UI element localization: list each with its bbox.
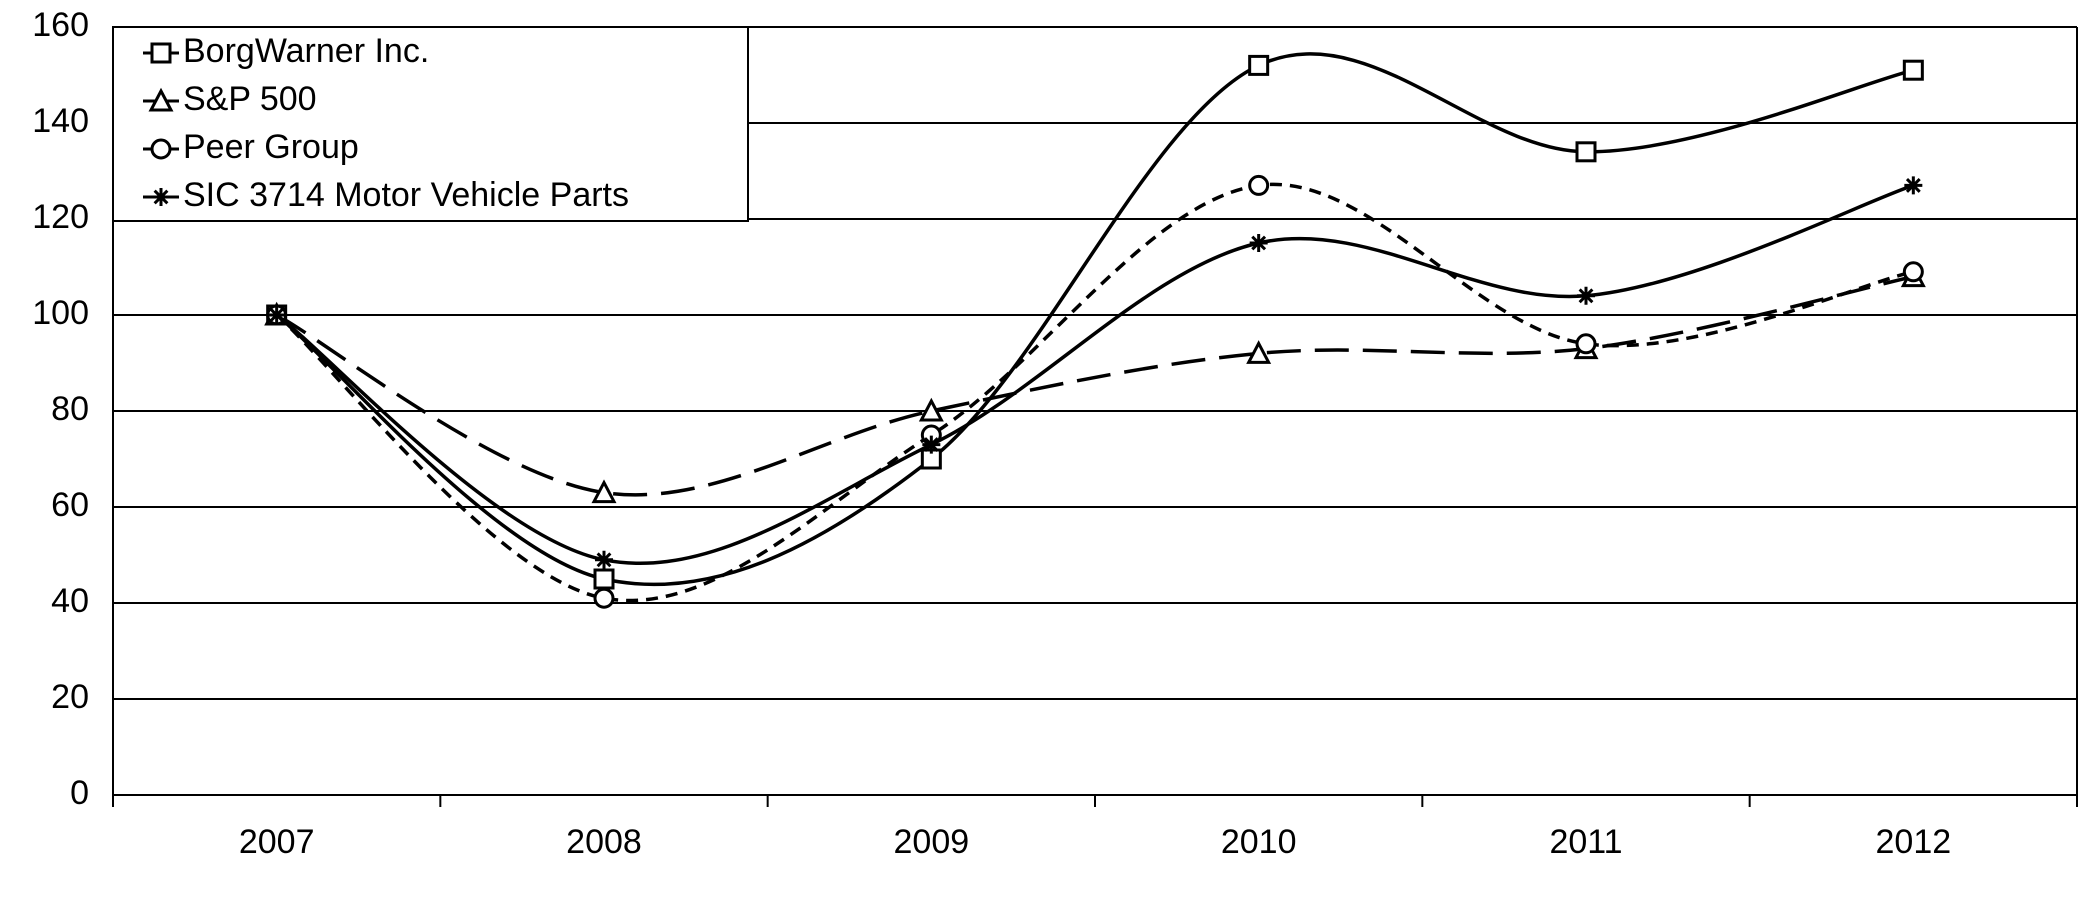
marker — [1902, 59, 1924, 81]
marker — [1577, 286, 1595, 305]
y-tick-label: 20 — [51, 678, 89, 716]
y-tick-label: 160 — [32, 6, 89, 44]
marker — [1575, 333, 1597, 355]
y-tick-label: 100 — [32, 294, 89, 332]
x-tick-label: 2009 — [894, 823, 970, 861]
marker — [1904, 176, 1923, 195]
marker — [918, 397, 944, 422]
marker — [1902, 261, 1924, 283]
series — [267, 176, 1923, 569]
line — [275, 274, 1914, 497]
marker — [267, 306, 286, 324]
legend-marker — [152, 188, 170, 206]
marker — [1248, 174, 1270, 196]
y-tick-label: 60 — [51, 486, 89, 524]
legend-box — [112, 26, 749, 222]
legend-label: BorgWarner Inc. — [183, 32, 429, 70]
legend-marker — [150, 42, 172, 64]
legend: BorgWarner Inc. S&P 500 Peer Group SIC 3714… — [112, 26, 749, 222]
line — [275, 52, 1914, 587]
x-tick-label: 2011 — [1549, 823, 1622, 861]
line — [275, 182, 1914, 603]
marker — [1249, 234, 1268, 252]
x-tick-label: 2007 — [239, 823, 315, 861]
legend-label: Peer Group — [183, 128, 359, 166]
y-tick-label: 140 — [32, 102, 89, 140]
legend-marker — [150, 138, 172, 160]
y-tick-label: 120 — [32, 198, 89, 236]
marker — [591, 479, 617, 504]
y-tick-label: 0 — [70, 774, 89, 812]
marker — [593, 568, 615, 590]
x-tick-label: 2010 — [1221, 823, 1297, 861]
legend-label: S&P 500 — [183, 80, 317, 118]
y-tick-label: 80 — [51, 390, 89, 428]
x-tick-label: 2012 — [1876, 823, 1952, 861]
marker — [1246, 340, 1272, 364]
line — [275, 183, 1914, 565]
series — [266, 174, 1924, 609]
marker — [1575, 141, 1597, 163]
legend-label: SIC 3714 Motor Vehicle Parts — [183, 176, 629, 214]
marker — [1248, 54, 1270, 76]
y-tick-label: 40 — [51, 582, 89, 620]
x-tick-label: 2008 — [566, 823, 642, 861]
marker — [922, 435, 941, 454]
series — [264, 263, 1926, 504]
legend-marker — [148, 87, 174, 112]
marker — [593, 587, 615, 609]
marker — [595, 550, 613, 569]
